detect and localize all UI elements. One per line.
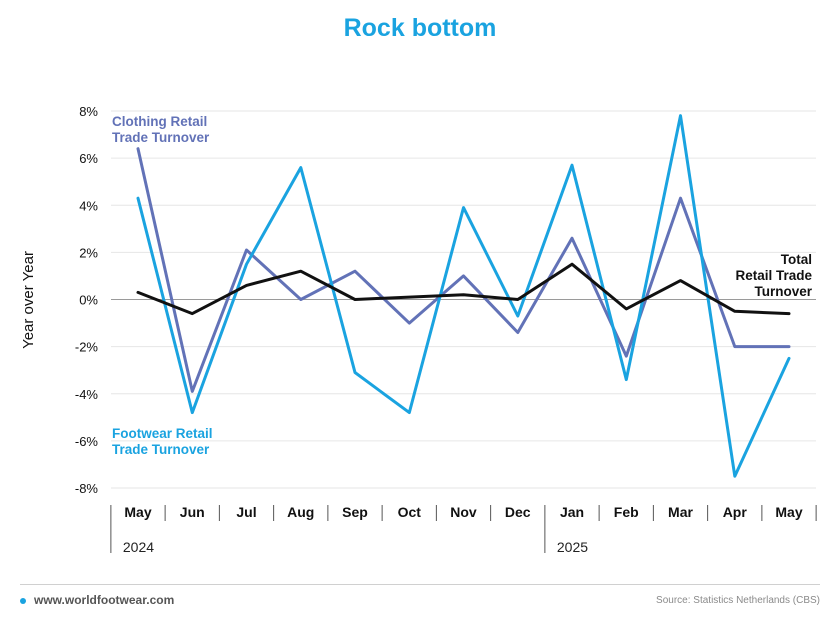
y-axis-label: Year over Year <box>20 251 37 349</box>
y-tick-label: -8% <box>75 481 99 496</box>
footer-site-label: www.worldfootwear.com <box>34 593 175 607</box>
x-tick-label: Sep <box>342 504 368 520</box>
series-line-1 <box>136 114 791 478</box>
series-label: Trade Turnover <box>112 442 210 457</box>
footer-source: Source: Statistics Netherlands (CBS) <box>656 595 820 606</box>
y-tick-label: 4% <box>79 198 98 213</box>
series-label: Turnover <box>754 284 812 299</box>
x-tick-label: Jun <box>180 504 205 520</box>
x-tick-label: Aug <box>287 504 314 520</box>
y-tick-label: -4% <box>75 387 99 402</box>
series-line-2 <box>136 262 791 316</box>
series-label: Footwear Retail <box>112 426 213 441</box>
footer-divider <box>20 584 820 585</box>
series-label: Trade Turnover <box>112 130 210 145</box>
line-chart: 8% 6% 4% 2% 0% -2% -4% -6% -8% Year over Year Ma… <box>20 104 817 555</box>
bullet-dot-icon <box>20 597 26 604</box>
x-tick-label: Dec <box>505 504 531 520</box>
series-label: Total <box>781 252 812 267</box>
y-tick-label: 0% <box>79 293 98 308</box>
x-tick-label: May <box>775 504 802 520</box>
x-tick-label: Apr <box>723 504 748 520</box>
x-tick-label: Jul <box>236 504 256 520</box>
x-tick-label: Feb <box>614 504 639 520</box>
y-tick-label: 8% <box>79 104 98 119</box>
series-label: Retail Trade <box>735 268 812 283</box>
series-line-0 <box>136 147 791 393</box>
y-tick-label: -2% <box>75 340 99 355</box>
y-tick-labels: 8% 6% 4% 2% 0% -2% -4% -6% -8% <box>75 104 99 496</box>
gridlines <box>111 110 816 489</box>
footer-site[interactable]: www.worldfootwear.com <box>20 593 174 607</box>
y-tick-label: 6% <box>79 151 98 166</box>
x-tick-label: Jan <box>560 504 584 520</box>
series-lines <box>136 114 791 478</box>
y-tick-label: 2% <box>79 245 98 260</box>
y-tick-label: -6% <box>75 434 99 449</box>
x-axis: May Jun Jul Aug Sep Oct Nov Dec Jan Feb Mar Apr May 2… <box>110 504 817 555</box>
series-label: Clothing Retail <box>112 114 207 129</box>
x-tick-label: May <box>124 504 151 520</box>
x-tick-label: Nov <box>450 504 477 520</box>
x-tick-label: Mar <box>668 504 693 520</box>
year-label: 2025 <box>557 539 588 555</box>
chart-title: Rock bottom <box>343 14 497 42</box>
x-tick-label: Oct <box>398 504 422 520</box>
year-label: 2024 <box>123 539 154 555</box>
